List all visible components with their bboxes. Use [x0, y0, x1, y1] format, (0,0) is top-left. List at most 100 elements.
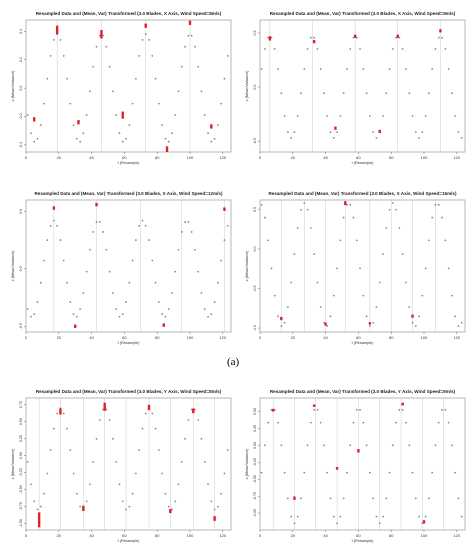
data-point	[216, 124, 219, 127]
data-point	[368, 115, 371, 117]
highlight-mark	[192, 408, 195, 414]
data-point	[203, 308, 206, 311]
data-point	[62, 259, 65, 262]
data-point	[39, 281, 42, 284]
data-point	[148, 239, 150, 241]
data-point	[385, 497, 388, 500]
y-tick-label: -1.0	[253, 325, 257, 331]
data-point	[329, 315, 332, 318]
data-point	[33, 313, 36, 316]
x-tick-label: 60	[356, 155, 361, 160]
data-point	[223, 239, 226, 241]
data-point	[362, 421, 365, 424]
data-point	[283, 471, 286, 474]
data-point	[75, 492, 78, 495]
data-point	[306, 444, 309, 447]
data-point	[157, 449, 160, 452]
data-point	[134, 472, 137, 475]
x-tick-label: 40	[89, 335, 94, 340]
data-point	[157, 102, 160, 105]
data-point	[187, 419, 190, 421]
data-point	[349, 444, 352, 447]
data-point	[223, 77, 226, 80]
highlight-mark	[223, 207, 226, 211]
highlight-mark	[59, 408, 62, 415]
data-point	[131, 102, 134, 105]
data-point	[336, 267, 338, 270]
data-point	[197, 419, 200, 421]
plot-frame	[25, 397, 232, 531]
data-point	[105, 248, 108, 251]
data-point	[95, 437, 98, 440]
data-point	[46, 239, 49, 241]
data-point	[411, 321, 414, 324]
data-point	[148, 39, 150, 41]
x-tick-label: 60	[122, 533, 127, 538]
data-point	[418, 315, 420, 318]
data-point	[280, 92, 283, 95]
highlight-mark	[55, 25, 59, 35]
data-point	[138, 224, 141, 227]
data-point	[454, 115, 457, 117]
data-point	[171, 292, 173, 294]
data-point	[154, 281, 157, 284]
highlight-mark	[280, 316, 283, 321]
x-tick-label: 120	[219, 155, 226, 160]
data-point	[82, 292, 85, 294]
data-point	[108, 65, 111, 68]
data-point	[121, 140, 124, 143]
data-point	[85, 270, 88, 273]
data-point	[431, 216, 434, 219]
data-point	[260, 68, 263, 70]
data-point	[118, 483, 121, 486]
x-tick-label: 100	[187, 533, 194, 538]
data-point	[164, 492, 167, 495]
data-point	[105, 45, 108, 48]
chart-title: Resampled Data and (Mean, Var) Transform…	[34, 191, 223, 196]
data-point	[359, 48, 361, 50]
data-point	[75, 137, 78, 140]
data-point	[167, 308, 170, 311]
x-tick-label: 0	[25, 335, 28, 340]
data-point	[375, 306, 378, 309]
data-point	[375, 137, 378, 139]
data-point	[441, 408, 443, 411]
x-tick-label: 80	[389, 155, 394, 160]
data-point	[457, 325, 460, 327]
plot-frame	[259, 397, 466, 531]
data-point	[401, 253, 404, 256]
data-point	[210, 313, 213, 316]
data-point	[89, 248, 91, 251]
data-point	[115, 114, 118, 116]
data-point	[368, 325, 371, 327]
data-point	[414, 325, 417, 327]
highlight-mark	[401, 402, 404, 406]
data-point	[223, 472, 226, 475]
data-point	[339, 239, 342, 242]
data-point	[342, 92, 345, 95]
highlight-mark	[324, 322, 327, 326]
data-point	[26, 114, 29, 116]
y-tick-label: 0.5	[253, 207, 257, 212]
data-point	[437, 203, 440, 206]
data-point	[378, 522, 381, 525]
data-point	[89, 90, 91, 93]
data-point	[300, 497, 302, 500]
data-point	[405, 281, 407, 284]
data-point	[306, 48, 309, 50]
data-point	[184, 437, 186, 440]
x-tick-label: 80	[389, 335, 394, 340]
highlight-mark	[100, 29, 103, 39]
data-point	[339, 115, 342, 117]
highlight-mark	[165, 146, 169, 152]
data-point	[59, 39, 62, 41]
highlight-mark	[121, 111, 124, 119]
data-point	[359, 408, 361, 411]
data-point	[316, 48, 319, 50]
data-point	[33, 140, 36, 143]
data-point	[401, 48, 404, 50]
data-point	[391, 48, 394, 50]
data-point	[332, 294, 335, 297]
y-tick-label: 0.0	[19, 266, 23, 271]
data-point	[277, 421, 279, 424]
